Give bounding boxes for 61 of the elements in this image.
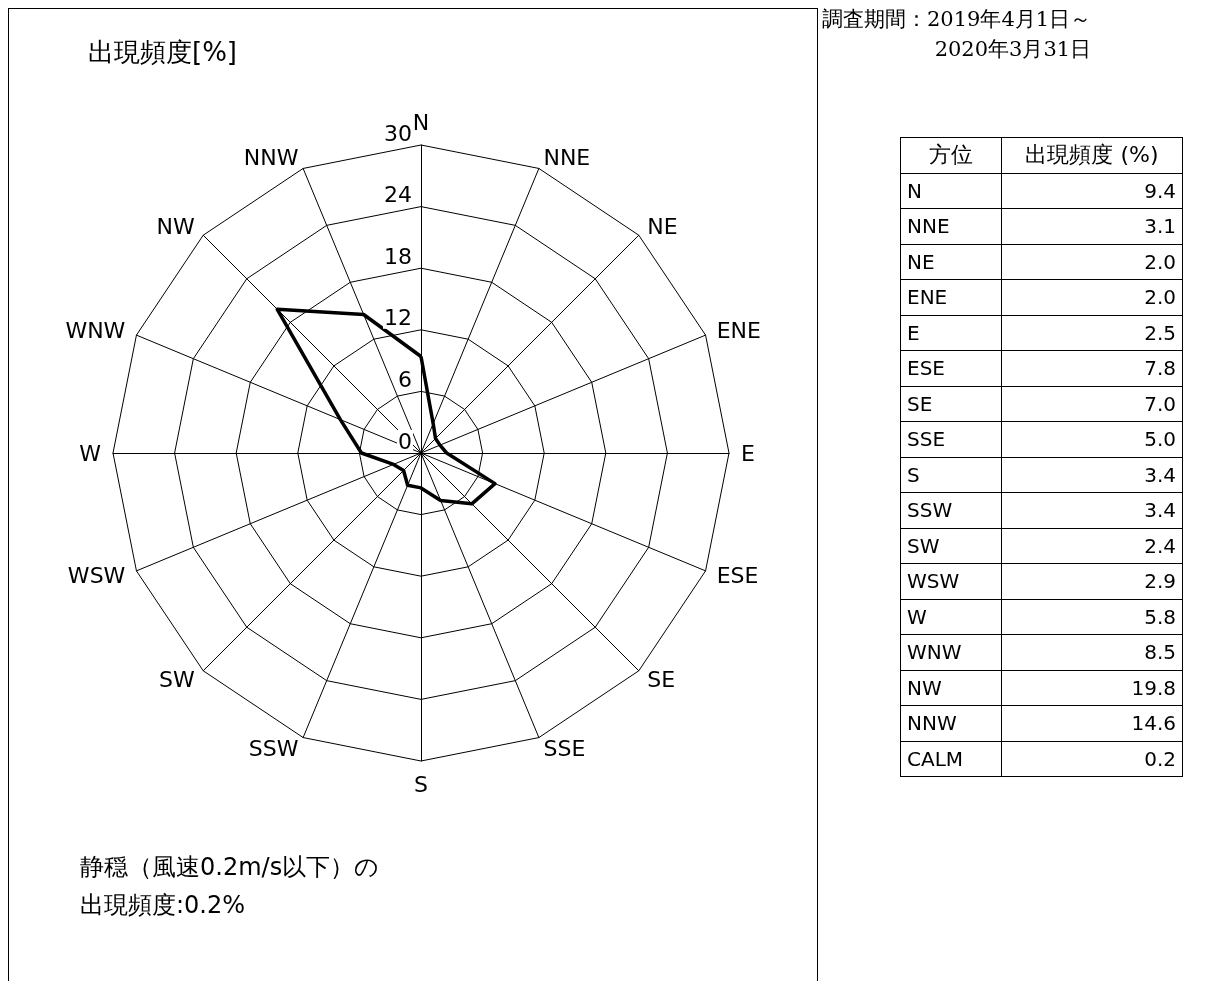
y-tick-label: 24	[384, 182, 412, 208]
category-label: S	[907, 462, 920, 487]
spoke-label: SW	[159, 666, 195, 692]
category-label: NW	[907, 675, 942, 700]
category-label: SSW	[907, 498, 953, 523]
category-label: SE	[907, 391, 933, 416]
category-label: E	[907, 320, 920, 345]
spoke-label: NE	[647, 214, 678, 240]
text: 静穏（風速0.2m/s以下）の出現頻度:0.2%	[80, 852, 381, 921]
category-label: N	[907, 178, 922, 203]
spoke-label: S	[414, 771, 428, 797]
spoke-label: SSE	[543, 736, 586, 762]
category-label: NNE	[907, 214, 950, 239]
spoke-label: SE	[647, 666, 676, 692]
y-tick-label: 30	[384, 120, 412, 146]
spoke-label: ESE	[716, 562, 759, 588]
spoke-label: NNE	[543, 144, 591, 170]
category-label: ENE	[907, 285, 948, 310]
category-label: WSW	[907, 569, 960, 594]
y-tick-label: 6	[398, 366, 412, 392]
text: CALM	[900, 741, 1002, 777]
text: 7.0	[1144, 391, 1176, 416]
text: 調査期間：2019年4月1日～ 2020年3月31日	[822, 6, 1092, 63]
text: 2.9	[1144, 569, 1176, 594]
y-tick-label: 18	[384, 243, 412, 269]
text: 出現頻度 (%)	[1001, 137, 1183, 173]
text: 19.8	[1131, 675, 1176, 700]
category-label: W	[907, 604, 927, 629]
y-tick-label: 12	[384, 305, 412, 331]
text: 3.4	[1144, 462, 1176, 487]
text: 方位	[900, 137, 1002, 173]
spoke-label: N	[412, 109, 430, 135]
category-label: SSE	[907, 427, 946, 452]
text: 2.5	[1144, 320, 1176, 345]
spoke-label: WSW	[67, 562, 126, 588]
text: 5.0	[1144, 427, 1176, 452]
text: 3.1	[1144, 214, 1176, 239]
spoke-label: NW	[156, 214, 195, 240]
category-label: SW	[907, 533, 940, 558]
text: 14.6	[1131, 711, 1176, 736]
category-label: NE	[907, 249, 935, 274]
chart-title: 出現頻度[%]	[88, 36, 237, 69]
y-tick-label: 0	[398, 428, 412, 454]
text: 9.4	[1144, 178, 1176, 203]
spoke-label: SSW	[248, 736, 299, 762]
text: 8.5	[1144, 640, 1176, 665]
spoke-label: NNW	[243, 144, 299, 170]
spoke-label: WNW	[65, 318, 126, 344]
category-label: NNW	[907, 711, 957, 736]
text: 2.0	[1144, 249, 1176, 274]
text: 7.8	[1144, 356, 1176, 381]
category-label: WNW	[907, 640, 962, 665]
text: 5.8	[1144, 604, 1176, 629]
text: 3.4	[1144, 498, 1176, 523]
category-label: ESE	[907, 356, 945, 381]
text: 2.4	[1144, 533, 1176, 558]
text: 0.2	[1001, 741, 1183, 777]
spoke-label: ENE	[716, 318, 761, 344]
spoke-label: E	[741, 440, 755, 466]
spoke-label: W	[79, 440, 102, 466]
text: 2.0	[1144, 285, 1176, 310]
